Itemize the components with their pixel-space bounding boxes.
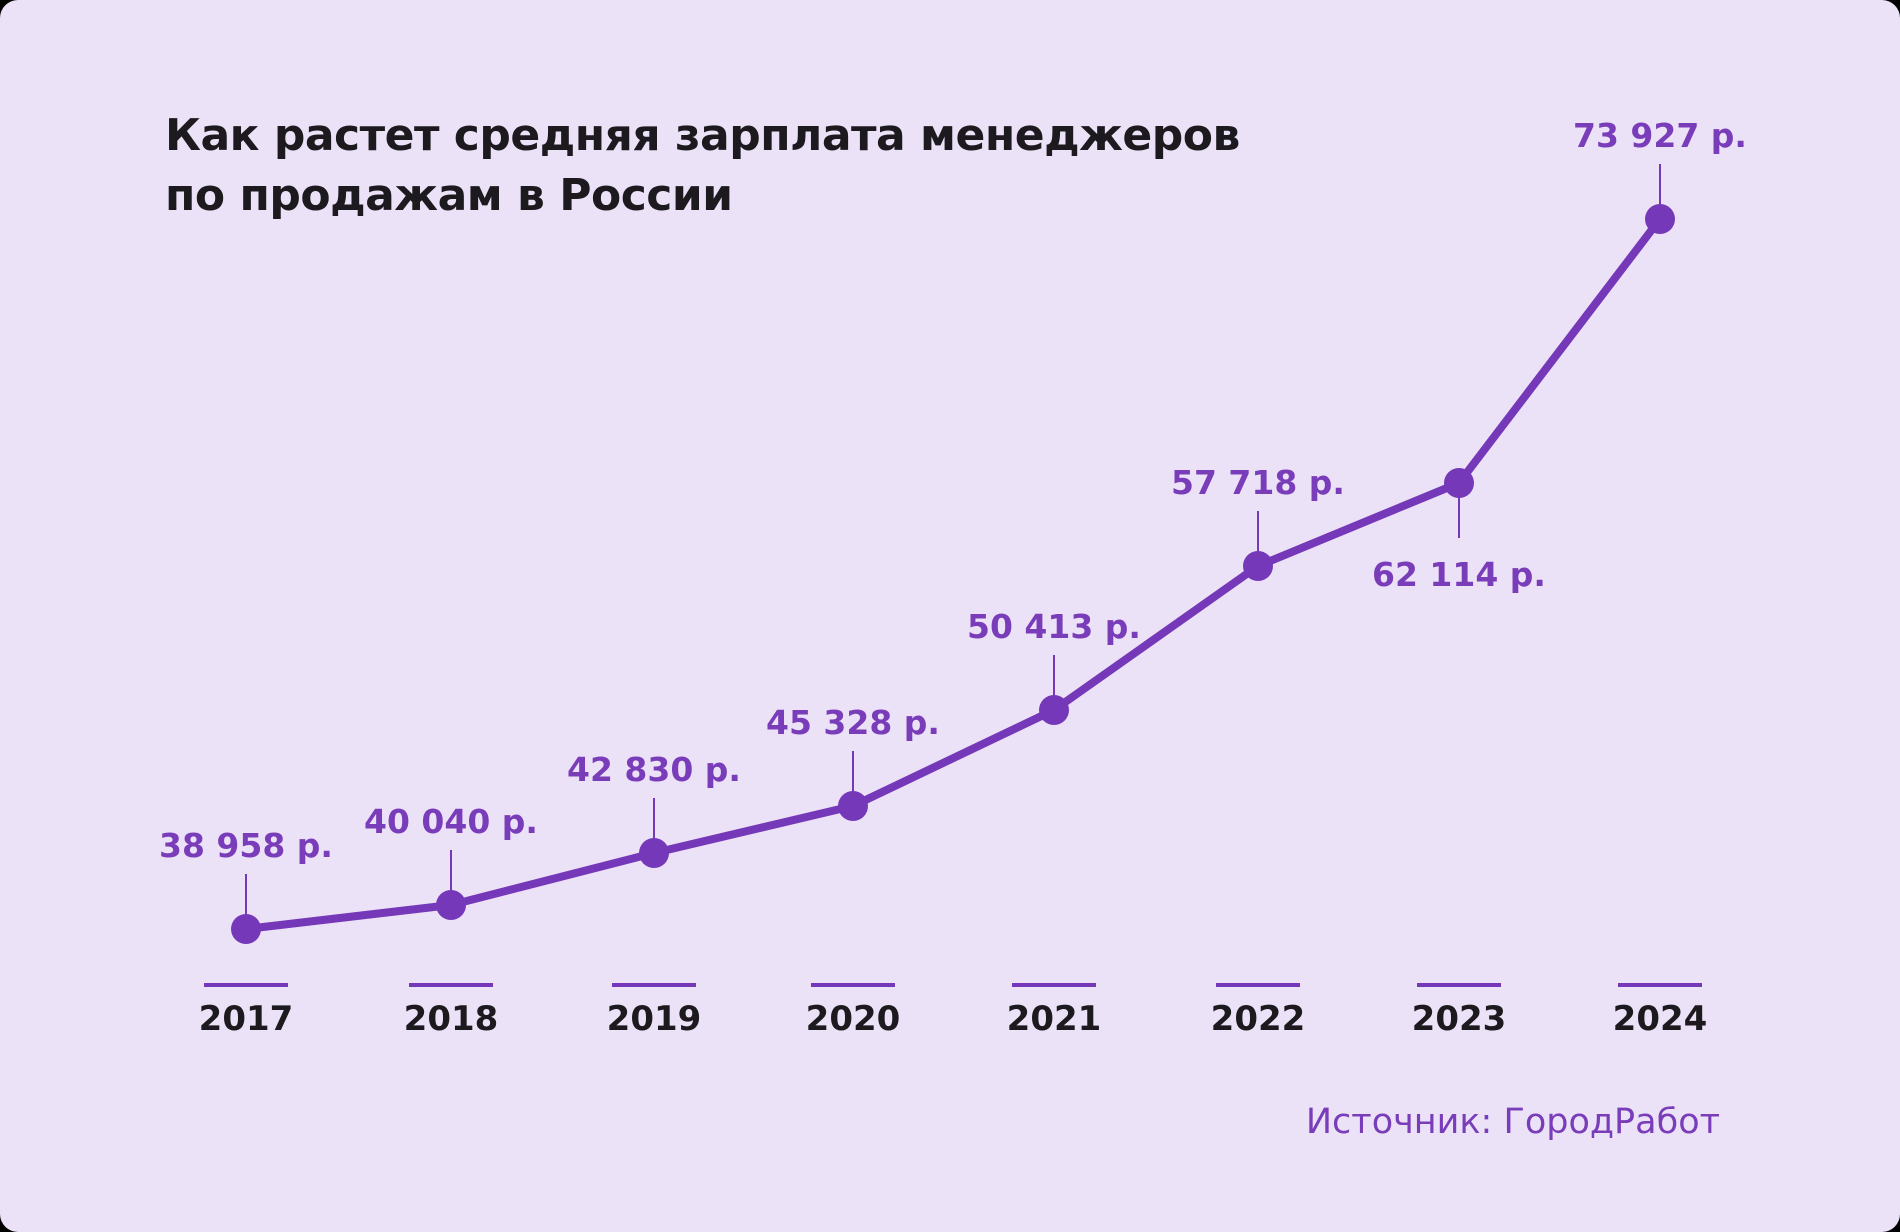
x-tick-bar <box>1618 983 1702 987</box>
x-tick-label: 2019 <box>607 999 702 1039</box>
x-axis: 2017 2018 2019 2020 2021 2022 2023 2024 <box>199 983 1708 1039</box>
x-tick-label: 2023 <box>1412 999 1507 1039</box>
x-tick-label: 2017 <box>199 999 294 1039</box>
x-tick-label: 2020 <box>806 999 901 1039</box>
chart-title: Как растет средняя зарплата менеджеров п… <box>165 106 1365 226</box>
salary-line <box>242 215 1664 933</box>
data-label: 40 040 р. <box>364 802 538 841</box>
data-label: 38 958 р. <box>159 826 333 865</box>
data-label: 42 830 р. <box>567 750 741 789</box>
x-tick-bar <box>1216 983 1300 987</box>
x-tick-label: 2022 <box>1211 999 1306 1039</box>
x-tick-label: 2018 <box>404 999 499 1039</box>
data-point <box>838 791 868 821</box>
chart-title-line-2: по продажам в России <box>165 170 733 221</box>
data-point <box>1039 695 1069 725</box>
data-label: 50 413 р. <box>967 607 1141 646</box>
x-tick-bar <box>409 983 493 987</box>
x-tick-bar <box>612 983 696 987</box>
x-tick-bar <box>1012 983 1096 987</box>
x-tick-bar <box>204 983 288 987</box>
data-point <box>639 838 669 868</box>
data-points: 38 958 р. 40 040 р. 42 830 р. 45 328 р. 50 4… <box>159 116 1747 944</box>
data-label: 73 927 р. <box>1573 116 1747 155</box>
source-note: Источник: ГородРабот <box>1305 1102 1720 1142</box>
data-point <box>436 890 466 920</box>
data-label: 57 718 р. <box>1171 463 1345 502</box>
data-point <box>1243 551 1273 581</box>
data-label: 62 114 р. <box>1372 555 1546 594</box>
data-point <box>1645 204 1675 234</box>
x-tick-label: 2024 <box>1613 999 1708 1039</box>
x-tick-bar <box>811 983 895 987</box>
chart-title-line-1: Как растет средняя зарплата менеджеров <box>165 110 1240 161</box>
data-label: 45 328 р. <box>766 703 940 742</box>
x-tick-label: 2021 <box>1007 999 1102 1039</box>
data-point <box>231 914 261 944</box>
x-tick-bar <box>1417 983 1501 987</box>
data-point <box>1444 468 1474 498</box>
